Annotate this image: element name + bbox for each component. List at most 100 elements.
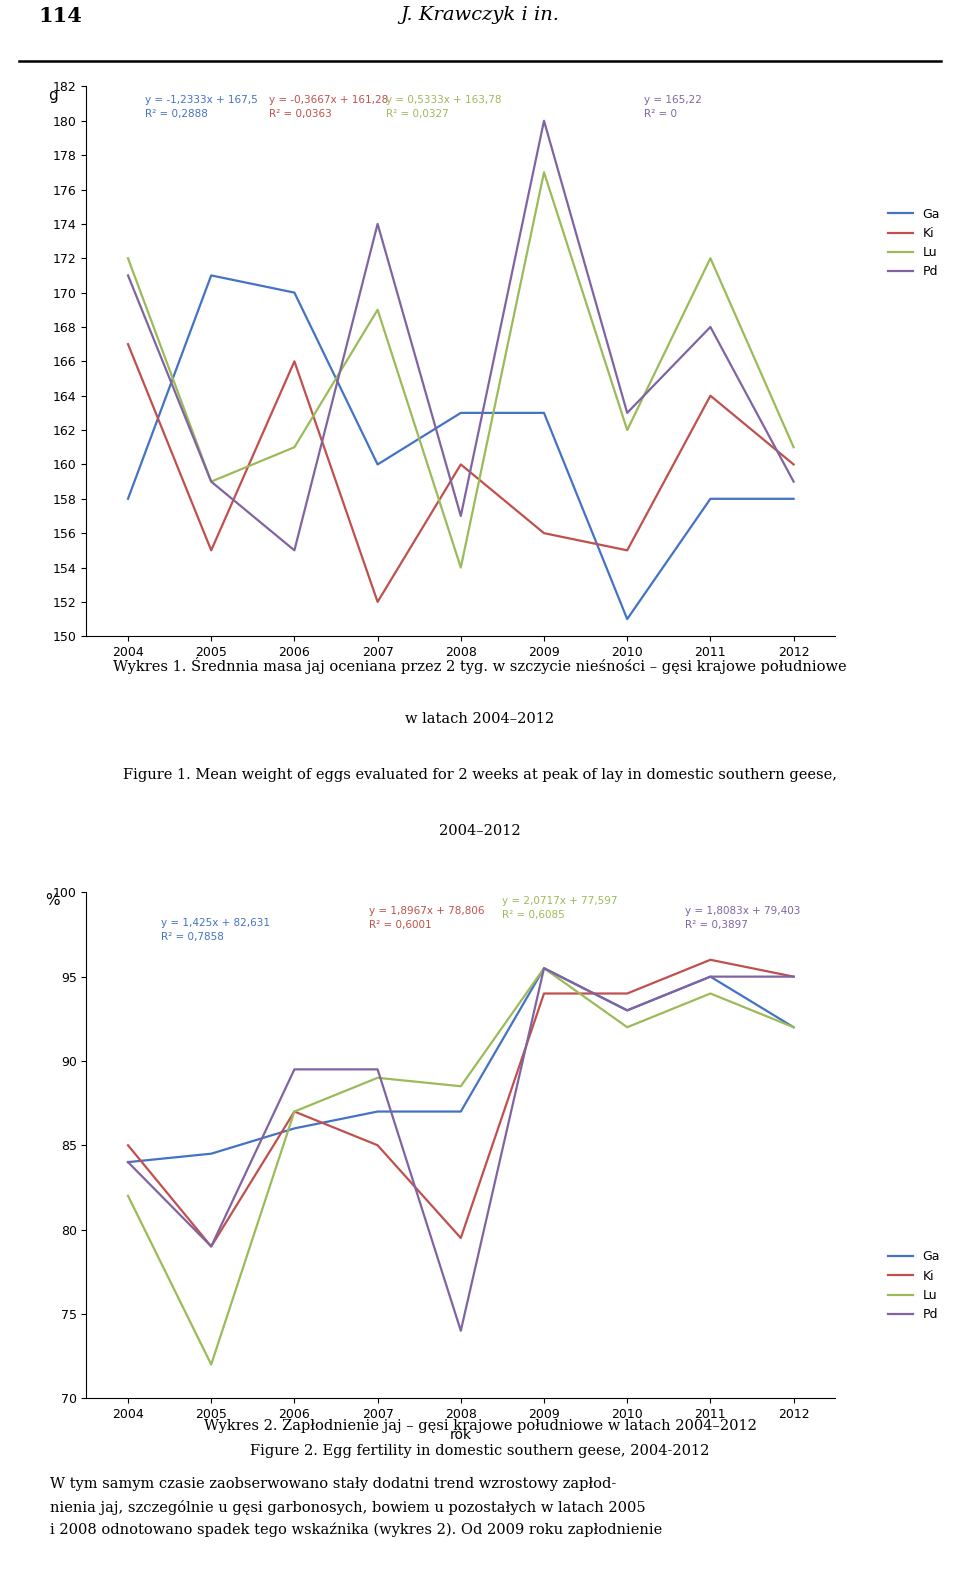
Text: w latach 2004–2012: w latach 2004–2012 — [405, 712, 555, 726]
Lu — [788, 438, 800, 457]
Text: i 2008 odnotowano spadek tego wskaźnika (wykres 2). Od 2009 roku zapłodnienie: i 2008 odnotowano spadek tego wskaźnika … — [50, 1522, 662, 1536]
Line: Ga: Ga — [128, 275, 794, 619]
Legend: Ga, Ki, Lu, Pd: Ga, Ki, Lu, Pd — [882, 1246, 945, 1326]
Pd — [205, 473, 217, 492]
Ga — [705, 490, 716, 509]
Ki — [539, 523, 550, 542]
Text: Figure 2. Egg fertility in domestic southern geese, 2004-2012: Figure 2. Egg fertility in domestic sout… — [251, 1444, 709, 1458]
Lu — [705, 248, 716, 267]
Pd — [289, 1060, 300, 1079]
Ga — [205, 265, 217, 284]
Ki — [788, 456, 800, 474]
Ga — [122, 1153, 133, 1172]
Text: W tym samym czasie zaobserwowano stały dodatni trend wzrostowy zapłod-: W tym samym czasie zaobserwowano stały d… — [50, 1477, 616, 1491]
Ki — [455, 456, 467, 474]
Text: y = -1,2333x + 167,5
R² = 0,2888: y = -1,2333x + 167,5 R² = 0,2888 — [145, 94, 257, 119]
Lu — [455, 1076, 467, 1095]
Text: y = -0,3667x + 161,28
R² = 0,0363: y = -0,3667x + 161,28 R² = 0,0363 — [270, 94, 389, 119]
Ga — [455, 1103, 467, 1122]
Ga — [122, 490, 133, 509]
Ga — [372, 1103, 383, 1122]
Text: y = 1,425x + 82,631
R² = 0,7858: y = 1,425x + 82,631 R² = 0,7858 — [161, 917, 271, 941]
Ki — [705, 950, 716, 969]
Ga — [705, 968, 716, 987]
Text: y = 2,0717x + 77,597
R² = 0,6085: y = 2,0717x + 77,597 R² = 0,6085 — [502, 895, 618, 919]
Lu — [788, 1018, 800, 1037]
Ki — [205, 540, 217, 559]
Ga — [539, 958, 550, 977]
Ki — [372, 1136, 383, 1155]
Text: y = 1,8967x + 78,806
R² = 0,6001: y = 1,8967x + 78,806 R² = 0,6001 — [370, 906, 485, 930]
Pd — [455, 1321, 467, 1340]
Text: nienia jaj, szczególnie u gęsi garbonosych, bowiem u pozostałych w latach 2005: nienia jaj, szczególnie u gęsi garbonosy… — [50, 1499, 645, 1514]
Ki — [122, 335, 133, 353]
Lu — [205, 1356, 217, 1375]
Line: Lu: Lu — [128, 968, 794, 1365]
Ki — [122, 1136, 133, 1155]
Text: y = 0,5333x + 163,78
R² = 0,0327: y = 0,5333x + 163,78 R² = 0,0327 — [386, 94, 501, 119]
Ki — [372, 592, 383, 611]
Lu — [539, 958, 550, 977]
Line: Lu: Lu — [128, 173, 794, 567]
Lu — [122, 1186, 133, 1205]
Text: 2004–2012: 2004–2012 — [439, 823, 521, 837]
Ki — [455, 1229, 467, 1247]
Pd — [122, 265, 133, 284]
Y-axis label: %: % — [45, 892, 60, 908]
Pd — [788, 473, 800, 492]
Legend: Ga, Ki, Lu, Pd: Ga, Ki, Lu, Pd — [882, 203, 945, 283]
Pd — [372, 1060, 383, 1079]
Ki — [289, 352, 300, 371]
Lu — [289, 1103, 300, 1122]
Text: 114: 114 — [38, 6, 83, 27]
Ki — [205, 1236, 217, 1255]
Y-axis label: g: g — [48, 88, 58, 104]
Ki — [788, 968, 800, 987]
X-axis label: rok: rok — [449, 1428, 472, 1442]
Ga — [788, 490, 800, 509]
Line: Ki: Ki — [128, 960, 794, 1246]
Ga — [621, 1001, 633, 1020]
Ga — [289, 1119, 300, 1137]
Lu — [372, 1068, 383, 1087]
Ki — [621, 983, 633, 1002]
Lu — [539, 163, 550, 182]
Lu — [705, 983, 716, 1002]
Ki — [539, 983, 550, 1002]
Ki — [289, 1103, 300, 1122]
Text: y = 1,8083x + 79,403
R² = 0,3897: y = 1,8083x + 79,403 R² = 0,3897 — [685, 906, 801, 930]
Lu — [455, 558, 467, 577]
Ki — [705, 386, 716, 405]
Ga — [205, 1144, 217, 1163]
Pd — [539, 958, 550, 977]
Pd — [705, 317, 716, 336]
Line: Ga: Ga — [128, 968, 794, 1163]
Pd — [705, 968, 716, 987]
Ga — [289, 283, 300, 302]
Ga — [539, 404, 550, 423]
Pd — [372, 214, 383, 233]
Ki — [621, 540, 633, 559]
Pd — [621, 404, 633, 423]
Pd — [455, 506, 467, 525]
Pd — [205, 1236, 217, 1255]
Line: Pd: Pd — [128, 121, 794, 550]
Ga — [455, 404, 467, 423]
Text: Wykres 1. Średnnia masa jaj oceniana przez 2 tyg. w szczycie nieśności – gęsi kr: Wykres 1. Średnnia masa jaj oceniana prz… — [113, 657, 847, 674]
Lu — [621, 421, 633, 440]
Text: Wykres 2. Zapłodnienie jaj – gęsi krajowe południowe w latach 2004–2012: Wykres 2. Zapłodnienie jaj – gęsi krajow… — [204, 1419, 756, 1433]
Lu — [205, 473, 217, 492]
Pd — [621, 1001, 633, 1020]
Lu — [122, 248, 133, 267]
Text: y = 165,22
R² = 0: y = 165,22 R² = 0 — [644, 94, 702, 119]
Ga — [372, 456, 383, 474]
Lu — [289, 438, 300, 457]
Text: J. Krawczyk i in.: J. Krawczyk i in. — [400, 6, 560, 24]
Line: Ki: Ki — [128, 344, 794, 602]
Line: Pd: Pd — [128, 968, 794, 1331]
Text: Figure 1. Mean weight of eggs evaluated for 2 weeks at peak of lay in domestic s: Figure 1. Mean weight of eggs evaluated … — [123, 768, 837, 782]
Ga — [621, 610, 633, 628]
Lu — [372, 300, 383, 319]
Pd — [289, 540, 300, 559]
Ga — [788, 1018, 800, 1037]
